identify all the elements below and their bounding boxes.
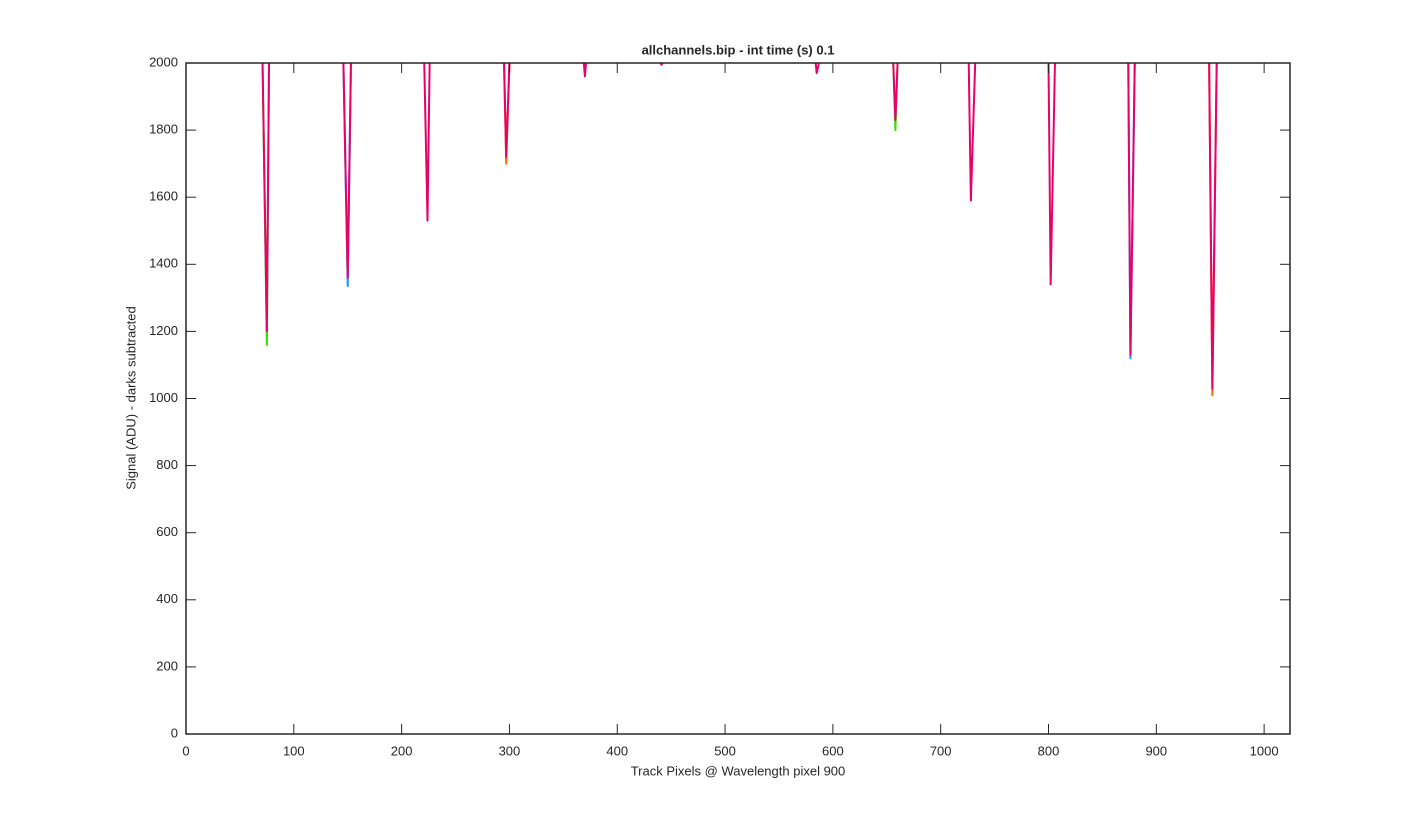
y-tick-label: 0 (171, 725, 178, 740)
y-tick-label: 1800 (149, 122, 178, 137)
x-tick-label: 400 (606, 743, 628, 758)
x-tick-label: 100 (283, 743, 305, 758)
y-tick-label: 200 (156, 658, 178, 673)
y-tick-label: 400 (156, 591, 178, 606)
plot-area (261, 63, 1218, 397)
x-tick-label: 500 (714, 743, 736, 758)
x-tick-label: 300 (499, 743, 521, 758)
y-axis-label: Signal (ADU) - darks subtracted (123, 306, 138, 490)
y-tick-label: 1400 (149, 256, 178, 271)
y-tick-label: 1000 (149, 390, 178, 405)
x-axis-label: Track Pixels @ Wavelength pixel 900 (631, 763, 846, 778)
x-tick-label: 700 (930, 743, 952, 758)
x-tick-label: 600 (822, 743, 844, 758)
x-tick-label: 900 (1145, 743, 1167, 758)
y-tick-label: 1200 (149, 323, 178, 338)
chart-title: allchannels.bip - int time (s) 0.1 (642, 42, 835, 57)
x-tick-label: 0 (182, 743, 189, 758)
y-tick-label: 2000 (149, 54, 178, 69)
data-line (261, 63, 1218, 390)
x-tick-label: 800 (1038, 743, 1060, 758)
x-tick-label: 1000 (1250, 743, 1279, 758)
x-tick-label: 200 (391, 743, 413, 758)
y-tick-label: 800 (156, 457, 178, 472)
y-tick-label: 600 (156, 524, 178, 539)
y-tick-label: 1600 (149, 189, 178, 204)
